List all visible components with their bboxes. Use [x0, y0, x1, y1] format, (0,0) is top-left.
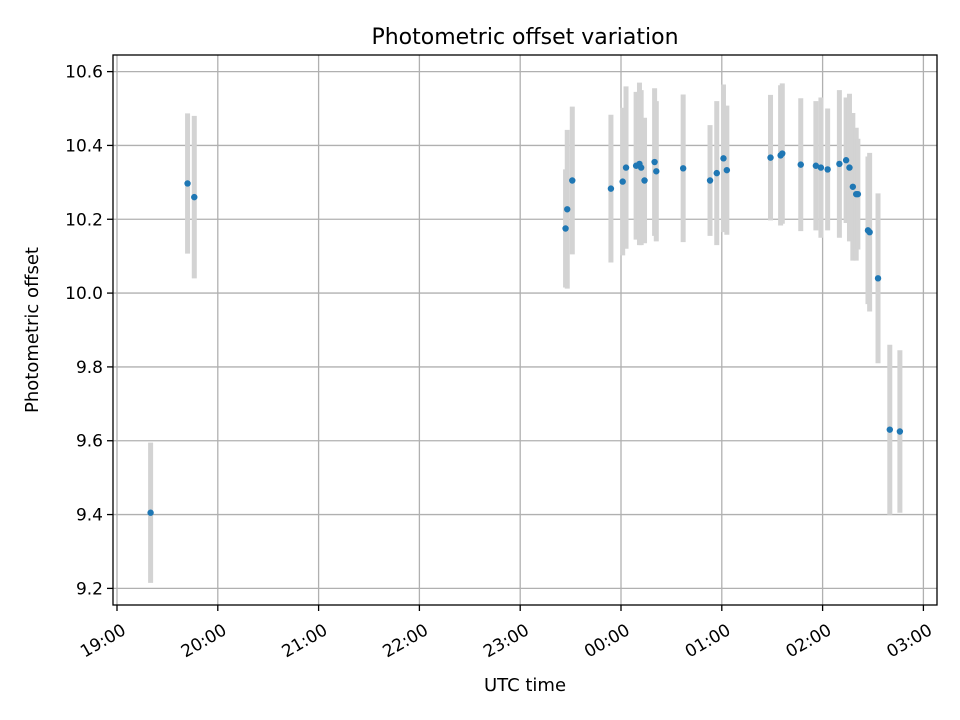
data-point	[846, 164, 853, 171]
data-point	[184, 180, 191, 187]
data-point	[896, 428, 904, 435]
data-point	[679, 165, 687, 172]
data-point	[191, 193, 198, 201]
y-tick-label: 10.4	[65, 136, 103, 156]
data-point	[866, 228, 873, 236]
y-tick-label: 9.2	[76, 579, 103, 599]
data-point	[564, 206, 571, 213]
grid	[113, 55, 937, 605]
data-point	[824, 166, 831, 173]
x-axis-label: UTC time	[484, 675, 566, 696]
data-point	[779, 150, 786, 157]
data-point	[723, 166, 731, 174]
data-point	[651, 158, 658, 166]
data-point	[622, 164, 630, 171]
data-point	[797, 161, 804, 168]
data-point	[854, 190, 862, 198]
data-point	[713, 169, 720, 177]
data-point	[653, 168, 660, 175]
y-tick-label: 10.0	[65, 284, 103, 304]
data-point	[147, 509, 154, 516]
data-point	[812, 162, 820, 169]
y-tick-label: 9.8	[76, 358, 103, 378]
data-points	[147, 150, 904, 516]
data-point	[836, 160, 843, 168]
data-point	[767, 154, 774, 161]
data-point	[607, 185, 615, 192]
y-tick-label: 10.2	[65, 210, 103, 230]
data-point	[641, 177, 648, 184]
y-tick-label: 9.6	[76, 432, 103, 452]
data-point	[849, 183, 857, 190]
data-point	[874, 275, 882, 282]
data-point	[562, 225, 569, 232]
data-point	[619, 178, 626, 185]
data-point	[569, 177, 576, 184]
chart-title: Photometric offset variation	[371, 25, 678, 50]
y-axis-ticks: 9.2 9.4 9.6 9.8 10.0 10.2 10.4 10.6	[65, 63, 113, 599]
data-point	[720, 155, 727, 162]
y-tick-label: 9.4	[76, 506, 103, 526]
data-point	[817, 164, 825, 171]
data-point	[706, 177, 714, 184]
data-point	[886, 426, 893, 433]
y-axis-label: Photometric offset	[22, 247, 43, 413]
data-point	[637, 164, 645, 171]
plot-frame	[112, 54, 938, 606]
data-point	[842, 157, 850, 164]
y-tick-label: 10.6	[65, 63, 103, 83]
